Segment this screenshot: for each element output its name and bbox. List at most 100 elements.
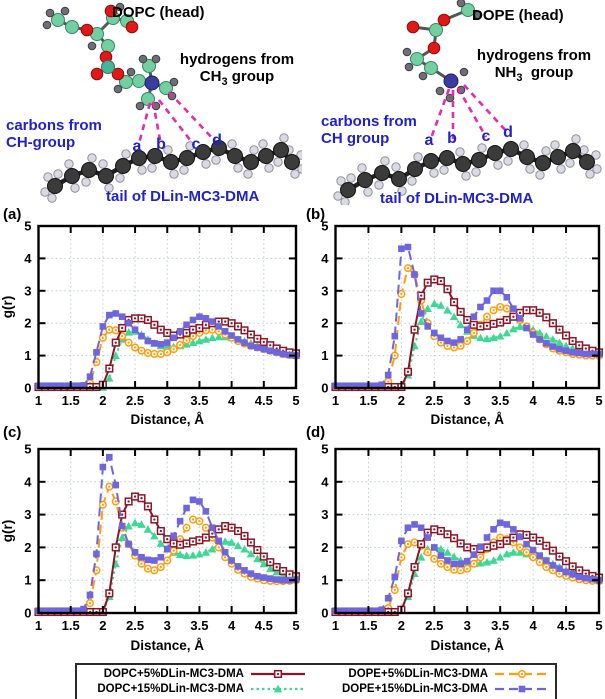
legend-label-dopc-15: DOPC+15%DLin-MC3-DMA bbox=[97, 682, 244, 695]
legend-sample-dope-15 bbox=[495, 685, 549, 692]
svg-text:3.5: 3.5 bbox=[491, 393, 509, 408]
svg-text:0: 0 bbox=[321, 606, 328, 621]
svg-text:2: 2 bbox=[99, 393, 106, 408]
dopc-hydrogens-label: hydrogens from CH3 group bbox=[179, 51, 295, 88]
svg-text:d: d bbox=[503, 124, 513, 141]
svg-text:3.5: 3.5 bbox=[190, 393, 208, 408]
dope-hydrogens-label: hydrogens from NH3 group bbox=[476, 47, 592, 84]
svg-text:2: 2 bbox=[321, 540, 328, 555]
svg-text:1.5: 1.5 bbox=[359, 618, 377, 633]
svg-text:5: 5 bbox=[321, 442, 328, 457]
svg-text:0: 0 bbox=[24, 381, 31, 396]
svg-text:4: 4 bbox=[24, 251, 32, 266]
svg-text:4: 4 bbox=[530, 393, 538, 408]
panel-label-d: (d) bbox=[306, 424, 326, 441]
svg-text:1.5: 1.5 bbox=[359, 393, 377, 408]
svg-text:4: 4 bbox=[228, 618, 236, 633]
svg-text:4: 4 bbox=[321, 251, 329, 266]
svg-text:2.5: 2.5 bbox=[425, 618, 443, 633]
svg-text:2.5: 2.5 bbox=[126, 618, 144, 633]
svg-text:c: c bbox=[192, 136, 201, 153]
svg-text:1: 1 bbox=[35, 393, 42, 408]
svg-text:g(r): g(r) bbox=[0, 520, 15, 543]
svg-text:3: 3 bbox=[464, 618, 471, 633]
svg-text:d: d bbox=[212, 132, 222, 149]
svg-text:3.5: 3.5 bbox=[190, 618, 208, 633]
svg-text:Distance, Å: Distance, Å bbox=[430, 638, 504, 653]
legend-label-dope-5: DOPE+5%DLin-MC3-DMA bbox=[348, 667, 488, 680]
svg-text:Distance, Å: Distance, Å bbox=[130, 638, 204, 653]
dope-tail-label: tail of DLin-MC3-DMA bbox=[380, 190, 534, 207]
legend-label-dopc-5: DOPC+5%DLin-MC3-DMA bbox=[103, 667, 244, 680]
svg-text:1: 1 bbox=[321, 573, 328, 588]
svg-text:3: 3 bbox=[164, 618, 171, 633]
svg-text:5: 5 bbox=[24, 442, 31, 457]
svg-text:2.5: 2.5 bbox=[126, 393, 144, 408]
svg-text:4.5: 4.5 bbox=[255, 618, 273, 633]
svg-text:g(r): g(r) bbox=[0, 296, 15, 319]
svg-text:1: 1 bbox=[35, 618, 42, 633]
panel-label-c: (c) bbox=[3, 424, 22, 441]
svg-text:2: 2 bbox=[99, 618, 106, 633]
svg-text:3: 3 bbox=[164, 393, 171, 408]
svg-text:5: 5 bbox=[595, 618, 602, 633]
svg-text:1: 1 bbox=[332, 618, 339, 633]
svg-text:0: 0 bbox=[321, 381, 328, 396]
legend-sample-dopc-15 bbox=[251, 684, 305, 692]
svg-text:2: 2 bbox=[398, 618, 405, 633]
svg-text:a: a bbox=[425, 132, 434, 149]
svg-text:4.5: 4.5 bbox=[557, 393, 575, 408]
svg-text:3.5: 3.5 bbox=[491, 618, 509, 633]
svg-text:2: 2 bbox=[398, 393, 405, 408]
dopc-carbons-label: carbons from CH-group bbox=[6, 117, 102, 151]
svg-text:2: 2 bbox=[24, 316, 31, 331]
svg-text:0: 0 bbox=[24, 606, 31, 621]
svg-text:3: 3 bbox=[464, 393, 471, 408]
svg-text:4: 4 bbox=[24, 474, 32, 489]
svg-text:1.5: 1.5 bbox=[62, 618, 80, 633]
panel-label-b: (b) bbox=[306, 206, 326, 223]
svg-text:5: 5 bbox=[292, 618, 299, 633]
svg-text:3: 3 bbox=[24, 283, 31, 298]
svg-text:a: a bbox=[133, 138, 142, 155]
svg-text:Distance, Å: Distance, Å bbox=[430, 412, 504, 427]
svg-text:5: 5 bbox=[321, 219, 328, 234]
svg-text:5: 5 bbox=[292, 393, 299, 408]
svg-text:4: 4 bbox=[228, 393, 236, 408]
svg-text:4.5: 4.5 bbox=[255, 393, 273, 408]
svg-text:1: 1 bbox=[24, 348, 31, 363]
svg-text:1: 1 bbox=[332, 393, 339, 408]
dopc-tail-label: tail of DLin-MC3-DMA bbox=[106, 188, 260, 205]
panel-label-a: (a) bbox=[3, 206, 22, 223]
svg-text:3: 3 bbox=[321, 507, 328, 522]
svg-text:4.5: 4.5 bbox=[557, 618, 575, 633]
svg-text:2: 2 bbox=[24, 540, 31, 555]
svg-text:4: 4 bbox=[321, 474, 329, 489]
svg-text:c: c bbox=[482, 128, 491, 145]
svg-text:2.5: 2.5 bbox=[425, 393, 443, 408]
dopc-head-title: DOPC (head) bbox=[112, 4, 205, 21]
svg-text:b: b bbox=[447, 130, 457, 147]
svg-text:1.5: 1.5 bbox=[62, 393, 80, 408]
legend-sample-dope-5 bbox=[495, 669, 549, 678]
svg-text:b: b bbox=[156, 136, 166, 153]
dope-carbons-label: carbons from CH group bbox=[321, 113, 417, 147]
svg-text:5: 5 bbox=[24, 219, 31, 234]
svg-text:1: 1 bbox=[24, 573, 31, 588]
legend: DOPC+5%DLin-MC3-DMA DOPE+5%DLin-MC3-DMA … bbox=[75, 663, 557, 699]
svg-text:3: 3 bbox=[24, 507, 31, 522]
svg-text:3: 3 bbox=[321, 283, 328, 298]
svg-text:1: 1 bbox=[321, 348, 328, 363]
legend-label-dope-15: DOPE+15%DLin-MC3-DMA bbox=[341, 682, 488, 695]
svg-text:Distance, Å: Distance, Å bbox=[130, 412, 204, 427]
legend-sample-dopc-5 bbox=[251, 669, 305, 678]
dope-head-title: DOPE (head) bbox=[472, 7, 564, 24]
svg-text:5: 5 bbox=[595, 393, 602, 408]
